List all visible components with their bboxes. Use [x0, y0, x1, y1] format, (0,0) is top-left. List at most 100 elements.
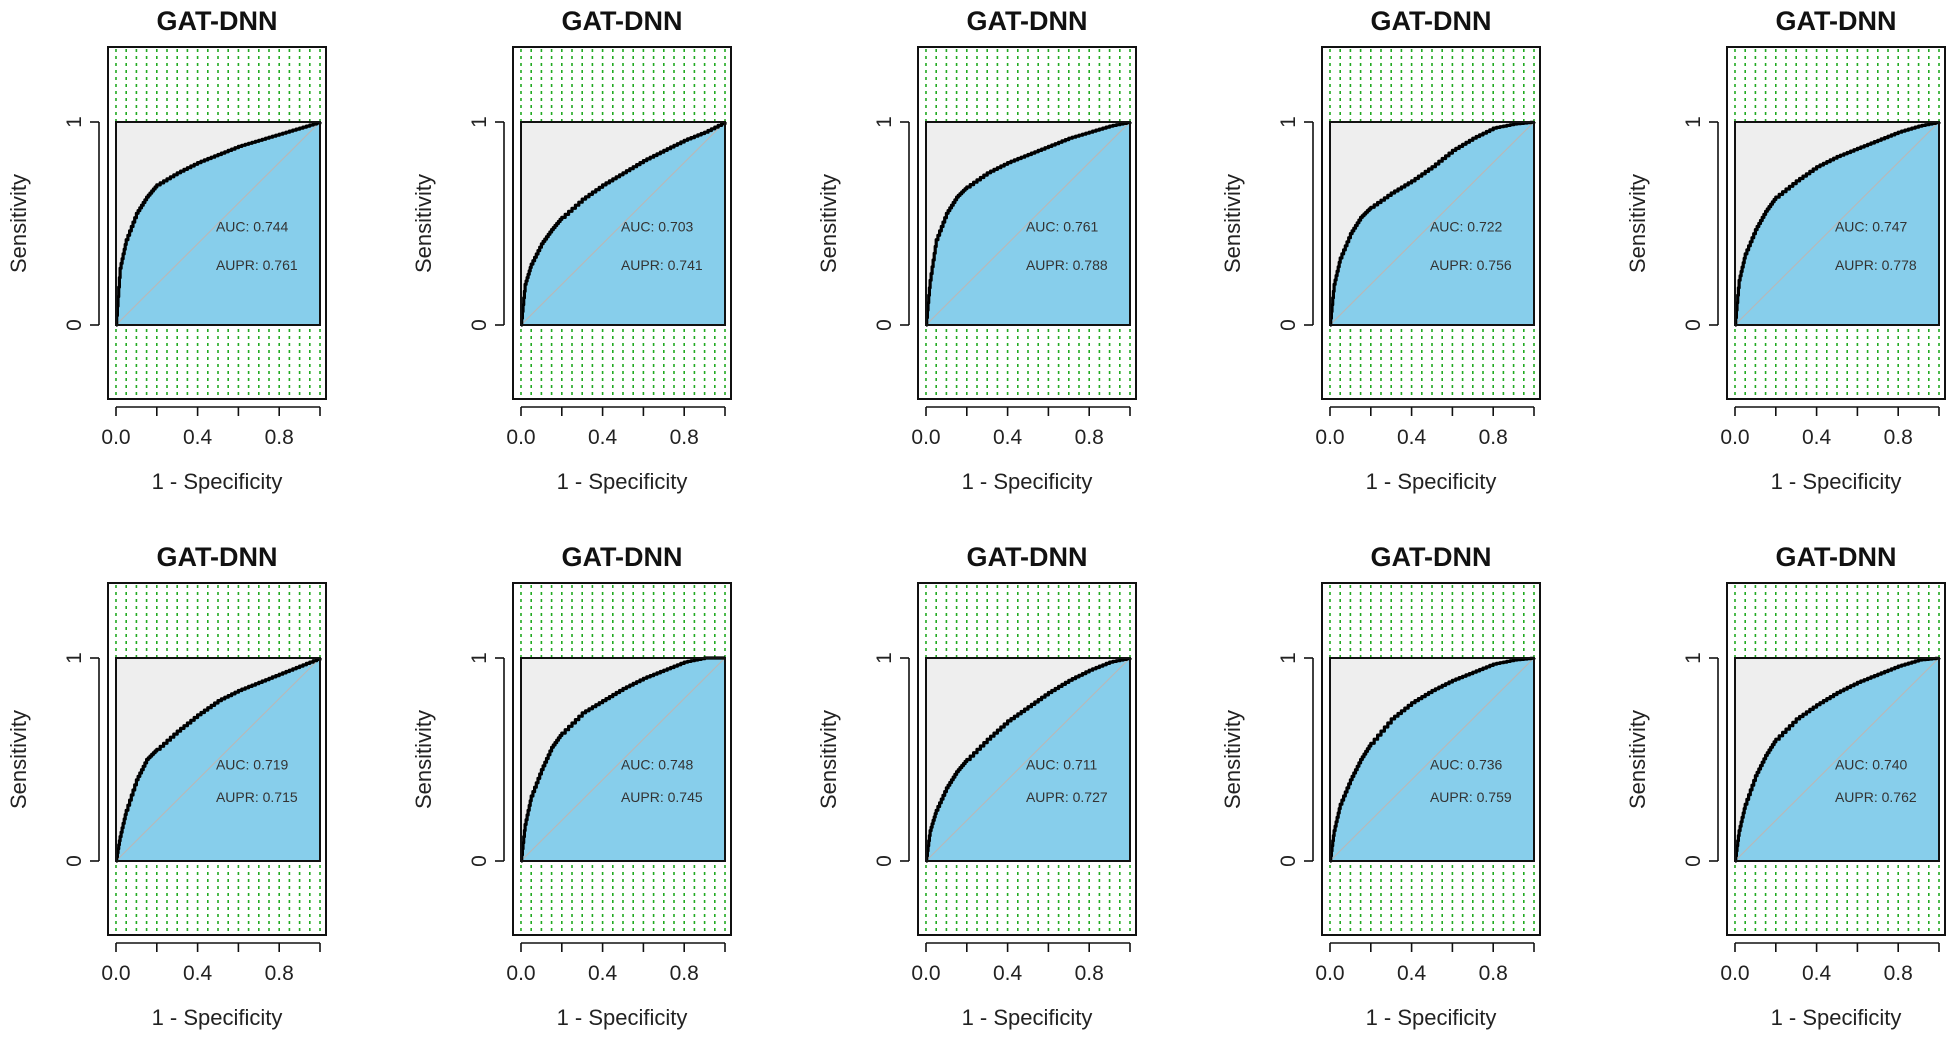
grid-lines: [520, 49, 726, 397]
aupr-annotation: AUPR: 0.761: [216, 257, 298, 273]
y-tick-label: 1: [63, 652, 86, 664]
x-axis-label: 1 - Specificity: [1366, 1005, 1497, 1030]
plot-area-border: [925, 657, 1131, 862]
y-axis-label: Sensitivity: [411, 710, 436, 809]
roc-curve: [1734, 121, 1941, 327]
y-tick-label: 1: [873, 116, 896, 128]
roc-curve: [1329, 656, 1536, 863]
y-tick-label: 1: [468, 652, 491, 664]
roc-curve: [1734, 656, 1941, 863]
x-tick-label: 0.8: [670, 962, 699, 985]
y-axis-label: Sensitivity: [1220, 710, 1245, 809]
x-tick-label: 0.4: [1802, 962, 1832, 985]
y-tick-label: 1: [873, 652, 896, 664]
roc-panel: GAT-DNN 0.0 0.4 0.8 1 - Specificity 0 1 Sensiti…: [1220, 6, 1541, 494]
x-axis-label: 1 - Specificity: [962, 469, 1093, 494]
chart-title: GAT-DNN: [967, 6, 1088, 36]
plot-frame-border: [1321, 46, 1541, 400]
chart-title: GAT-DNN: [562, 542, 683, 572]
plot-frame-border: [917, 46, 1137, 400]
plot-frame-border: [512, 582, 732, 936]
x-axis-label: 1 - Specificity: [1366, 469, 1497, 494]
x-tick-label: 0.0: [506, 426, 535, 449]
y-axis-label: Sensitivity: [1625, 174, 1650, 273]
x-tick-label: 0.8: [1479, 426, 1508, 449]
x-tick-label: 0.0: [1315, 426, 1344, 449]
plot-area-border: [115, 657, 321, 862]
plot-area-border: [925, 121, 1131, 326]
roc-curve: [115, 657, 322, 863]
x-tick-label: 0.4: [183, 962, 213, 985]
plot-area-border: [1329, 121, 1535, 326]
auc-annotation: AUC: 0.744: [216, 219, 289, 235]
auc-annotation: AUC: 0.748: [621, 757, 694, 773]
plot-frame-border: [1321, 582, 1541, 936]
diagonal-reference-line: [1329, 121, 1535, 326]
x-tick-label: 0.0: [1720, 962, 1749, 985]
y-axis-label: Sensitivity: [1220, 174, 1245, 273]
y-axis-label: Sensitivity: [1625, 710, 1650, 809]
y-tick-label: 1: [1277, 116, 1300, 128]
grid-lines: [1734, 49, 1940, 397]
x-axis-label: 1 - Specificity: [152, 1005, 283, 1030]
x-tick-label: 0.4: [993, 962, 1023, 985]
grid-lines: [1734, 585, 1940, 933]
auc-annotation: AUC: 0.761: [1026, 219, 1099, 235]
x-tick-label: 0.4: [183, 426, 213, 449]
chart-title: GAT-DNN: [1776, 542, 1897, 572]
roc-panel: GAT-DNN 0.0 0.4 0.8 1 - Specificity 0 1 Sensiti…: [1220, 542, 1541, 1030]
chart-title: GAT-DNN: [1371, 6, 1492, 36]
grid-lines: [925, 585, 1131, 933]
plot-frame-border: [107, 582, 327, 936]
x-axis-label: 1 - Specificity: [1771, 1005, 1902, 1030]
x-tick-label: 0.0: [1315, 962, 1344, 985]
roc-curve: [1329, 120, 1536, 327]
plot-frame-border: [107, 46, 327, 400]
auc-annotation: AUC: 0.736: [1430, 757, 1503, 773]
x-tick-label: 0.4: [1397, 426, 1427, 449]
grid-lines: [1329, 585, 1535, 933]
grid-lines: [115, 585, 321, 933]
plot-area-border: [1734, 121, 1940, 326]
y-tick-label: 1: [1277, 652, 1300, 664]
aupr-annotation: AUPR: 0.715: [216, 789, 298, 805]
auc-annotation: AUC: 0.719: [216, 757, 289, 773]
chart-title: GAT-DNN: [157, 542, 278, 572]
x-tick-label: 0.0: [101, 962, 130, 985]
grid-lines: [1329, 49, 1535, 397]
y-tick-label: 0: [63, 855, 86, 867]
roc-panel: GAT-DNN 0.0 0.4 0.8 1 - Specificity 0 1 Sensiti…: [411, 542, 732, 1030]
aupr-annotation: AUPR: 0.759: [1430, 789, 1512, 805]
x-tick-label: 0.0: [911, 962, 940, 985]
y-tick-label: 0: [873, 319, 896, 331]
x-tick-label: 0.8: [1884, 426, 1913, 449]
y-tick-label: 0: [1277, 855, 1300, 867]
y-tick-label: 0: [468, 855, 491, 867]
y-axis-label: Sensitivity: [6, 710, 31, 809]
aupr-annotation: AUPR: 0.762: [1835, 789, 1917, 805]
roc-curve: [925, 657, 1132, 863]
x-tick-label: 0.0: [911, 426, 940, 449]
diagonal-reference-line: [925, 657, 1131, 862]
plot-area-border: [1329, 657, 1535, 862]
roc-curve: [520, 122, 727, 327]
auc-annotation: AUC: 0.722: [1430, 219, 1503, 235]
x-axis-label: 1 - Specificity: [557, 469, 688, 494]
x-tick-label: 0.0: [506, 962, 535, 985]
chart-title: GAT-DNN: [1371, 542, 1492, 572]
grid-lines: [115, 49, 321, 397]
x-tick-label: 0.4: [1802, 426, 1832, 449]
diagonal-reference-line: [520, 657, 726, 862]
x-tick-label: 0.4: [588, 426, 618, 449]
x-tick-label: 0.0: [101, 426, 130, 449]
aupr-annotation: AUPR: 0.778: [1835, 257, 1917, 273]
diagonal-reference-line: [520, 121, 726, 326]
grid-lines: [925, 49, 1131, 397]
x-tick-label: 0.8: [1479, 962, 1508, 985]
auc-annotation: AUC: 0.747: [1835, 219, 1908, 235]
y-tick-label: 1: [1682, 116, 1705, 128]
aupr-annotation: AUPR: 0.727: [1026, 789, 1108, 805]
roc-panel: GAT-DNN 0.0 0.4 0.8 1 - Specificity 0 1 Sensiti…: [411, 6, 732, 494]
plot-area-border: [520, 657, 726, 862]
